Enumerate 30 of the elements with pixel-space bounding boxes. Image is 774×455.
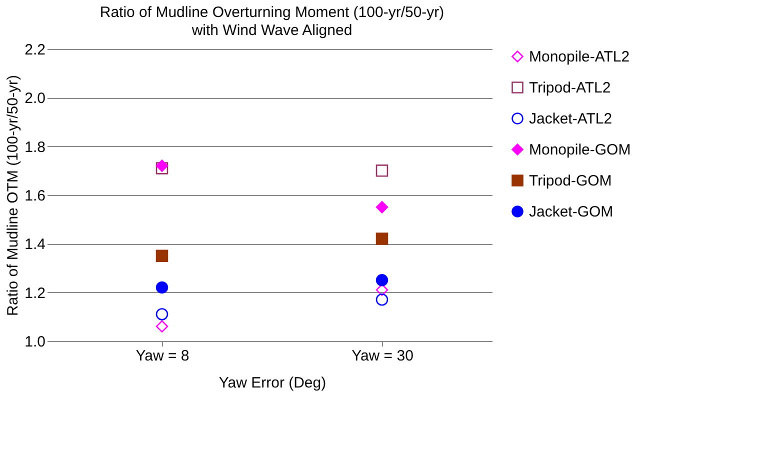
y-tick-label: 1.0 [24,334,46,350]
y-tick-label: 1.6 [24,188,46,204]
point [376,201,388,214]
x-axis-title: Yaw Error (Deg) [218,374,326,392]
legend-label: Tripod-GOM [529,172,612,190]
x-tick-label: Yaw = 30 [352,348,414,364]
x-tick-label: Yaw = 8 [136,348,190,364]
point [376,294,388,306]
legend-label: Jacket-GOM [529,204,614,220]
point [156,320,168,333]
point [376,164,388,177]
legend-label: Monopile-ATL2 [529,48,630,66]
chart-subtitle: with Wind Wave Aligned [190,22,352,39]
y-tick-label: 1.8 [24,138,46,156]
legend-label: Jacket-ATL2 [529,110,612,128]
point [156,250,168,262]
point [156,162,168,174]
y-tick-label: 2.0 [24,90,46,108]
point [156,308,168,320]
y-axis-title: Ratio of Mudline OTM (100-yr/50-yr) [4,75,22,316]
point [156,160,168,172]
chart-title: Ratio of Mudline Overturning Moment (100-yr/50-yr) [100,4,444,21]
y-tick-label: 1.4 [24,236,46,254]
point [156,281,168,294]
y-tick-label: 2.2 [24,42,46,58]
y-tick-label: 1.2 [24,284,46,302]
point [376,274,388,286]
legend-label: Tripod-ATL2 [529,80,611,96]
point [376,232,388,245]
legend-label: Monopile-GOM [529,142,631,158]
